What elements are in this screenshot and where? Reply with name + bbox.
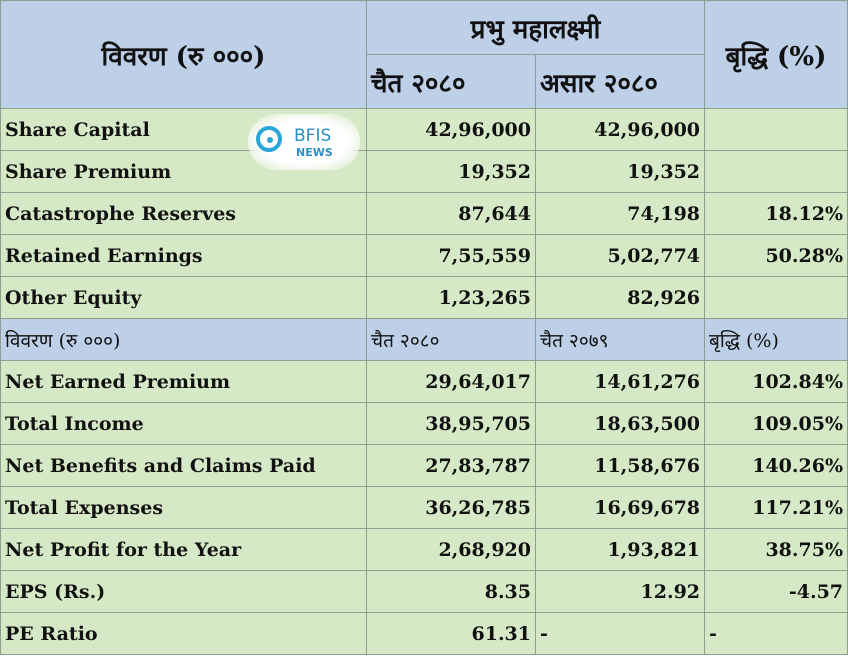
value-a: 19,352 — [366, 150, 536, 193]
header-growth: बृद्धि (%) — [704, 0, 848, 109]
table-row: Net Profit for the Year 2,68,920 1,93,82… — [0, 528, 848, 571]
value-b: 1,93,821 — [534, 528, 706, 571]
row-label: PE Ratio — [0, 612, 367, 655]
growth-value — [704, 276, 848, 319]
header-period-a: चैत २०८० — [366, 54, 536, 109]
table-row: Net Earned Premium 29,64,017 14,61,276 1… — [0, 360, 848, 403]
growth-value: 109.05% — [704, 402, 848, 445]
growth-value: -4.57 — [704, 570, 848, 613]
row-label: Retained Earnings — [0, 234, 367, 277]
row-label: Net Earned Premium — [0, 360, 367, 403]
table-row: Share Premium 19,352 19,352 — [0, 150, 848, 193]
growth-value: 102.84% — [704, 360, 848, 403]
value-b: 14,61,276 — [534, 360, 706, 403]
value-b: 11,58,676 — [534, 444, 706, 487]
table-row: Other Equity 1,23,265 82,926 — [0, 276, 848, 319]
value-b: 16,69,678 — [534, 486, 706, 529]
row-label: Total Expenses — [0, 486, 367, 529]
table-row: Net Benefits and Claims Paid 27,83,787 1… — [0, 444, 848, 487]
table-row: Share Capital 42,96,000 42,96,000 — [0, 108, 848, 151]
value-a: 61.31 — [366, 612, 536, 655]
value-b: 12.92 — [534, 570, 706, 613]
bfis-news-logo: BFIS NEWS — [248, 114, 360, 170]
row-label: Net Benefits and Claims Paid — [0, 444, 367, 487]
value-b: 82,926 — [534, 276, 706, 319]
row-label: Net Profit for the Year — [0, 528, 367, 571]
value-a: 2,68,920 — [366, 528, 536, 571]
header-company: प्रभु महालक्ष्मी — [365, 0, 706, 55]
sub-header-period-a: चैत २०८० — [366, 318, 536, 361]
table-row: Total Expenses 36,26,785 16,69,678 117.2… — [0, 486, 848, 529]
row-label: Other Equity — [0, 276, 367, 319]
sub-header-row: विवरण (रु ०००) चैत २०८० चैत २०७९ बृद्धि … — [0, 318, 848, 361]
value-a: 38,95,705 — [366, 402, 536, 445]
value-b: 74,198 — [534, 192, 706, 235]
growth-value: 117.21% — [704, 486, 848, 529]
value-b: 5,02,774 — [534, 234, 706, 277]
value-b: - — [534, 612, 706, 655]
table-row: PE Ratio 61.31 - - — [0, 612, 848, 655]
row-label: Total Income — [0, 402, 367, 445]
value-a: 27,83,787 — [366, 444, 536, 487]
value-b: 19,352 — [534, 150, 706, 193]
value-a: 8.35 — [366, 570, 536, 613]
header-period-b: असार २०८० — [534, 54, 706, 109]
growth-value — [704, 108, 848, 151]
growth-value: 38.75% — [704, 528, 848, 571]
growth-value — [704, 150, 848, 193]
value-a: 42,96,000 — [366, 108, 536, 151]
value-b: 18,63,500 — [534, 402, 706, 445]
logo-ring-icon — [256, 126, 282, 152]
growth-value: 18.12% — [704, 192, 848, 235]
logo-sub-text: NEWS — [296, 146, 333, 159]
value-a: 36,26,785 — [366, 486, 536, 529]
header-particulars: विवरण (रु ०००) — [0, 0, 367, 109]
table-row: Total Income 38,95,705 18,63,500 109.05% — [0, 402, 848, 445]
row-label: EPS (Rs.) — [0, 570, 367, 613]
value-a: 7,55,559 — [366, 234, 536, 277]
value-a: 87,644 — [366, 192, 536, 235]
table-row: Catastrophe Reserves 87,644 74,198 18.12… — [0, 192, 848, 235]
table-row: Retained Earnings 7,55,559 5,02,774 50.2… — [0, 234, 848, 277]
growth-value: 140.26% — [704, 444, 848, 487]
sub-header-particulars: विवरण (रु ०००) — [0, 318, 367, 361]
value-b: 42,96,000 — [534, 108, 706, 151]
growth-value: - — [704, 612, 848, 655]
sub-header-growth: बृद्धि (%) — [704, 318, 848, 361]
value-a: 1,23,265 — [366, 276, 536, 319]
row-label: Catastrophe Reserves — [0, 192, 367, 235]
value-a: 29,64,017 — [366, 360, 536, 403]
table-row: EPS (Rs.) 8.35 12.92 -4.57 — [0, 570, 848, 613]
sub-header-period-b: चैत २०७९ — [534, 318, 706, 361]
growth-value: 50.28% — [704, 234, 848, 277]
logo-brand-text: BFIS — [294, 126, 332, 146]
